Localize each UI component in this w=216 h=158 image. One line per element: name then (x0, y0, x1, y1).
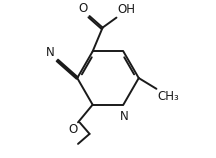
Text: O: O (68, 123, 77, 136)
Text: CH₃: CH₃ (157, 90, 179, 103)
Text: N: N (46, 46, 55, 59)
Text: OH: OH (117, 3, 135, 16)
Text: O: O (79, 2, 88, 15)
Text: N: N (119, 110, 128, 123)
